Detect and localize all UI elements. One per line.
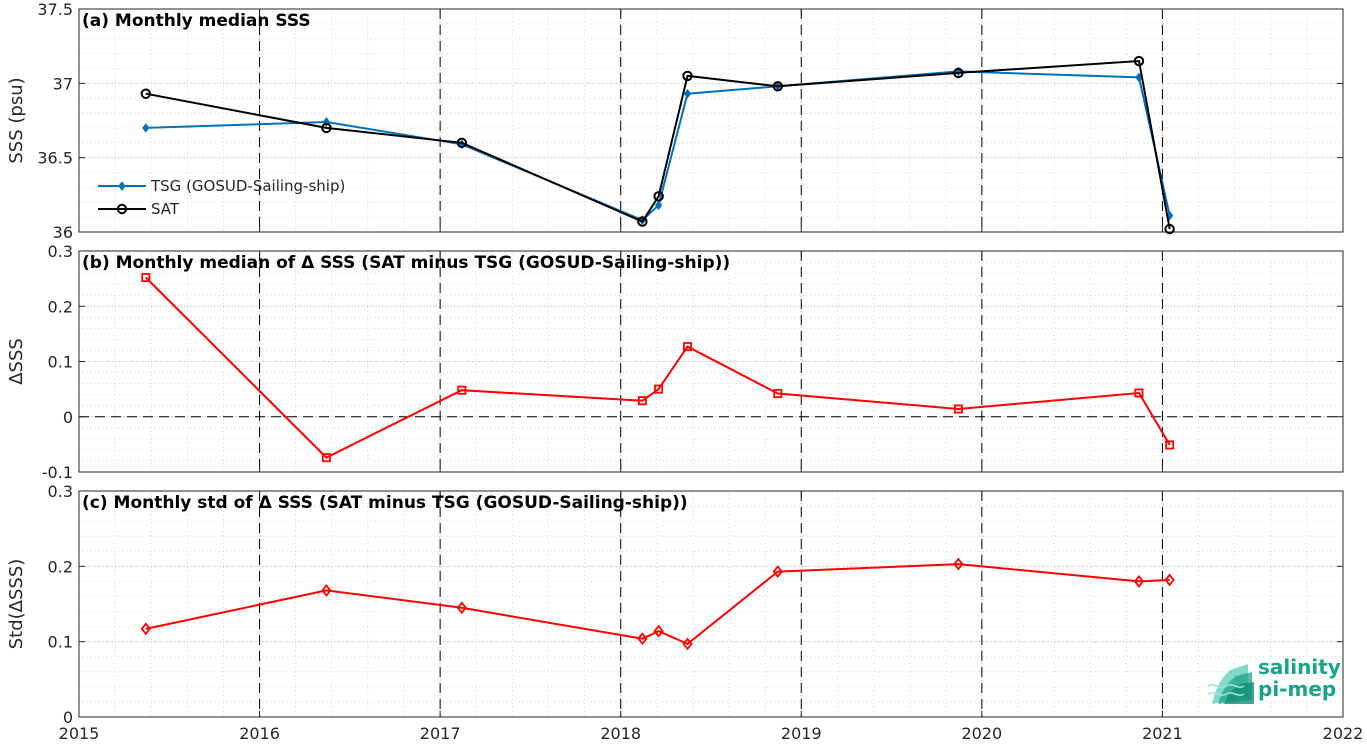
- series-line: [145, 70, 1171, 222]
- data-point: [1134, 388, 1144, 398]
- data-point: [637, 632, 648, 646]
- y-axis-label: SSS (psu): [6, 77, 27, 163]
- panel-b: -0.1 0 0.1 0.2 0.3 ΔSSS (b) Monthly median of …: [6, 242, 1344, 482]
- axes-box: [78, 8, 1344, 233]
- wave-logo-icon: [1207, 664, 1254, 704]
- panel-a: 36 36.5 37 37.5 SSS (psu) (a) Monthly median …: [6, 0, 1344, 242]
- y-tick-label: 0.1: [48, 633, 73, 652]
- y-tick-label: 36.5: [37, 149, 73, 168]
- x-tick-label: 2017: [420, 724, 461, 743]
- y-tick-label: 0.3: [48, 482, 73, 501]
- legend: TSG (GOSUD-Sailing-ship) SAT: [98, 177, 345, 218]
- data-point: [457, 385, 467, 395]
- data-point: [653, 624, 664, 638]
- panel-title: (b) Monthly median of Δ SSS (SAT minus T…: [82, 253, 730, 273]
- data-point: [655, 200, 663, 211]
- data-point: [456, 137, 468, 149]
- x-tick-label: 2018: [600, 724, 641, 743]
- legend-label: TSG (GOSUD-Sailing-ship): [150, 177, 345, 195]
- data-point: [1164, 223, 1175, 235]
- x-tick-label: 2016: [239, 724, 280, 743]
- data-point: [683, 88, 692, 99]
- data-point: [683, 342, 693, 352]
- y-tick-label: 0.2: [48, 557, 73, 576]
- salinity-pimep-logo: salinity pi-mep: [1207, 655, 1358, 708]
- y-tick-label: 37.5: [37, 0, 73, 19]
- y-tick-label: 0: [63, 408, 73, 427]
- data-point: [321, 453, 331, 463]
- y-tick-label: 0.3: [48, 242, 73, 261]
- series-line: [145, 59, 1171, 230]
- series-line: [145, 276, 1171, 459]
- data-point: [682, 70, 693, 82]
- data-point: [142, 123, 150, 133]
- series-1: [140, 55, 1175, 235]
- data-point: [456, 601, 467, 615]
- data-point: [653, 191, 664, 202]
- y-axis-label: ΔSSS: [6, 338, 27, 385]
- data-point: [953, 67, 964, 79]
- data-point: [321, 122, 332, 134]
- panel-title: (a) Monthly median SSS: [82, 11, 311, 31]
- x-tick-label: 2015: [59, 724, 100, 743]
- data-point: [321, 583, 332, 597]
- y-tick-label: 0.2: [48, 297, 73, 316]
- data-point: [1165, 440, 1175, 450]
- data-point: [953, 557, 964, 571]
- y-tick-label: 0.1: [48, 353, 73, 372]
- y-tick-label: 0: [63, 708, 73, 727]
- x-tick-label: 2022: [1323, 724, 1364, 743]
- logo-line1: salinity: [1258, 655, 1341, 679]
- data-point: [1133, 574, 1145, 588]
- y-axis-label: Std(ΔSSS): [6, 559, 27, 650]
- legend-marker: [118, 181, 126, 191]
- series-0: [140, 557, 1175, 651]
- data-point: [1133, 55, 1145, 67]
- plot-area: [79, 9, 1343, 232]
- y-tick-label: 36: [53, 223, 73, 242]
- data-point: [772, 565, 783, 579]
- plot-area: [79, 491, 1343, 717]
- data-point: [140, 622, 151, 636]
- data-point: [637, 396, 647, 406]
- legend-label: SAT: [151, 200, 180, 218]
- x-tick-label: 2021: [1142, 724, 1183, 743]
- y-tick-label: 37: [53, 74, 73, 93]
- logo-line2: pi-mep: [1258, 677, 1337, 701]
- data-point: [140, 88, 152, 99]
- data-point: [772, 81, 784, 92]
- panel-c: 0 0.1 0.2 0.3 2015 2016 2017 2018 2019 2020 2021 20…: [6, 482, 1363, 743]
- data-point: [1164, 573, 1175, 587]
- data-point: [953, 404, 963, 414]
- x-tick-label: 2020: [961, 724, 1002, 743]
- legend-marker: [116, 203, 128, 215]
- data-point: [654, 384, 664, 394]
- series-line: [145, 563, 1170, 646]
- y-tick-label: -0.1: [42, 463, 73, 482]
- data-point: [141, 273, 151, 283]
- series-0: [141, 273, 1175, 463]
- data-point: [773, 389, 783, 399]
- data-point: [637, 216, 648, 227]
- panel-title: (c) Monthly std of Δ SSS (SAT minus TSG …: [82, 493, 688, 513]
- x-tick-label: 2019: [781, 724, 822, 743]
- data-point: [682, 637, 693, 651]
- axes-box: [78, 490, 1344, 718]
